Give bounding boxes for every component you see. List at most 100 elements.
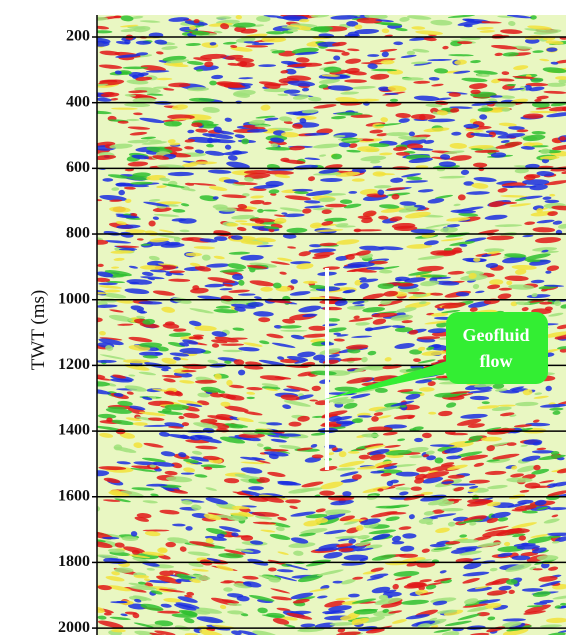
texture-stroke [318, 84, 329, 89]
texture-stroke [117, 400, 133, 407]
texture-stroke [399, 201, 417, 206]
texture-stroke [438, 410, 453, 417]
texture-stroke [318, 197, 336, 203]
texture-stroke [185, 42, 201, 47]
texture-stroke [417, 255, 445, 260]
texture-stroke [158, 547, 168, 553]
texture-stroke [247, 301, 264, 308]
texture-stroke [228, 384, 245, 389]
texture-stroke [276, 16, 302, 20]
texture-stroke [367, 350, 377, 356]
texture-stroke [416, 561, 436, 568]
texture-stroke [238, 77, 254, 80]
texture-stroke [129, 585, 157, 591]
texture-stroke [301, 481, 324, 488]
texture-stroke [191, 31, 210, 36]
texture-stroke [374, 597, 402, 605]
texture-stroke [482, 529, 509, 537]
texture-stroke [428, 344, 450, 351]
texture-stroke [427, 58, 452, 62]
texture-stroke [202, 106, 220, 113]
texture-stroke [204, 61, 214, 68]
texture-stroke [315, 508, 326, 513]
texture-stroke [397, 389, 414, 393]
texture-stroke [447, 521, 456, 527]
texture-stroke [536, 506, 549, 511]
texture-stroke [254, 459, 271, 464]
texture-stroke [447, 474, 465, 479]
texture-stroke [459, 550, 482, 556]
texture-stroke [223, 549, 246, 555]
texture-stroke [213, 255, 225, 260]
texture-stroke [448, 498, 462, 502]
texture-stroke [449, 142, 467, 149]
texture-stroke [272, 618, 290, 625]
texture-stroke [310, 432, 327, 436]
texture-stroke [475, 290, 485, 294]
texture-stroke [279, 207, 303, 212]
texture-stroke [400, 545, 415, 552]
texture-stroke [436, 110, 449, 116]
texture-stroke [426, 346, 435, 351]
texture-stroke [352, 167, 367, 174]
texture-stroke [432, 509, 445, 514]
texture-stroke [367, 54, 380, 57]
texture-stroke [257, 208, 264, 213]
texture-stroke [99, 337, 123, 341]
texture-stroke [132, 612, 140, 619]
texture-stroke [356, 465, 384, 470]
texture-stroke [192, 285, 200, 291]
texture-stroke [261, 383, 279, 388]
texture-stroke [340, 91, 360, 95]
texture-stroke [497, 187, 508, 193]
texture-stroke [162, 183, 185, 188]
texture-stroke [376, 133, 388, 137]
texture-stroke [434, 280, 460, 286]
texture-stroke [384, 357, 392, 362]
texture-stroke [103, 289, 121, 293]
annotation: Geofluid flow [462, 325, 530, 371]
texture-stroke [369, 573, 389, 578]
texture-stroke [123, 186, 136, 190]
texture-stroke [188, 336, 202, 340]
texture-stroke [522, 234, 534, 238]
texture-stroke [447, 464, 468, 470]
texture-stroke [536, 208, 543, 213]
texture-stroke [476, 611, 490, 617]
texture-stroke [546, 47, 558, 52]
texture-stroke [333, 332, 341, 336]
texture-stroke [220, 343, 245, 346]
texture-stroke [321, 74, 341, 77]
texture-stroke [499, 95, 515, 99]
texture-stroke [348, 190, 358, 194]
texture-stroke [229, 416, 241, 421]
texture-stroke [387, 85, 407, 92]
texture-stroke [266, 31, 285, 35]
texture-stroke [532, 568, 543, 571]
texture-stroke [351, 335, 373, 338]
texture-stroke [308, 248, 337, 253]
texture-stroke [401, 173, 422, 178]
texture-stroke [259, 375, 286, 381]
texture-stroke [320, 481, 344, 490]
texture-stroke [391, 193, 400, 200]
texture-stroke [196, 616, 224, 624]
texture-stroke [97, 83, 109, 87]
texture-stroke [277, 93, 289, 97]
texture-stroke [486, 251, 501, 255]
texture-stroke [506, 280, 513, 286]
texture-stroke [311, 454, 324, 459]
texture-stroke [339, 471, 359, 477]
texture-stroke [484, 214, 508, 220]
texture-stroke [402, 533, 417, 539]
texture-stroke [304, 205, 325, 209]
texture-stroke [302, 313, 318, 318]
texture-stroke [328, 605, 352, 612]
texture-stroke [371, 312, 398, 318]
texture-stroke [140, 276, 165, 280]
texture-stroke [386, 187, 406, 191]
texture-stroke [468, 144, 494, 150]
texture-stroke [539, 580, 561, 588]
texture-stroke [556, 468, 566, 474]
